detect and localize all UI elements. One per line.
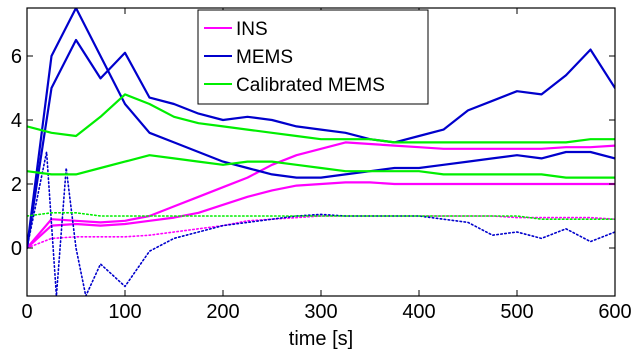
series-line-ins-0 [27, 141, 615, 250]
series-line-mems-5 [27, 151, 615, 296]
y-tick-label-6: 6 [11, 46, 22, 68]
y-tick-label-0: 0 [11, 238, 22, 260]
legend-box [197, 9, 429, 105]
legend: INS MEMS Calibrated MEMS [197, 9, 429, 105]
y-tick-label-2: 2 [11, 174, 22, 196]
x-tick-label-200: 200 [206, 301, 239, 323]
series-layer [27, 8, 615, 296]
ticks-layer: 0 100 200 300 400 500 600 0 2 4 6 [11, 8, 632, 323]
series-line-ins-2 [27, 215, 615, 249]
x-tick-label-300: 300 [304, 301, 337, 323]
series-line-mems-3 [27, 38, 615, 250]
x-tick-label-100: 100 [108, 301, 141, 323]
x-tick-label-400: 400 [402, 301, 435, 323]
y-tick-label-4: 4 [11, 110, 22, 132]
legend-label-ins: INS [236, 19, 268, 40]
series-line-calibrated-mems-6 [27, 93, 615, 144]
x-axis-title: time [s] [289, 328, 353, 350]
legend-label-calibrated-mems: Calibrated MEMS [236, 75, 385, 96]
series-line-mems-4 [27, 8, 615, 250]
series-line-ins-1 [27, 181, 615, 250]
x-tick-label-500: 500 [500, 301, 533, 323]
x-tick-label-0: 0 [21, 301, 32, 323]
x-tick-label-600: 600 [598, 301, 631, 323]
series-line-calibrated-mems-7 [27, 154, 615, 179]
legend-label-mems: MEMS [236, 47, 293, 68]
